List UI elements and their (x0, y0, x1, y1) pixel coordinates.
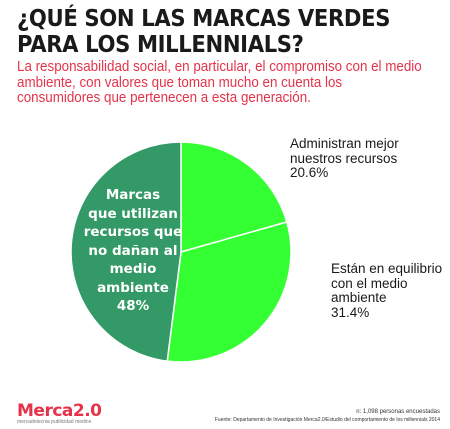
slice-label-line: ambiente (97, 279, 169, 296)
slice-label-line: no dañan al (88, 242, 178, 259)
slice-label-administran: Administran mejor nuestros recursos 20.6… (290, 136, 399, 181)
slice-value-label: 31.4% (331, 304, 370, 320)
slice-label-line: Están en equilibrio (331, 261, 443, 276)
slice-label-line: recursos que (83, 224, 183, 240)
pie-slice-equilibrio (166, 221, 292, 363)
slice-label-line: ambiente (331, 290, 387, 305)
merca-logo: Merca2.0 (17, 401, 102, 421)
source-note: Fuente: Departamento de Investigación Me… (214, 417, 440, 423)
pie-slice-administran (180, 141, 288, 253)
slice-label-marcas: Marcas que utilizan recursos que no daña… (76, 186, 190, 316)
slice-value-label: 48% (116, 298, 150, 314)
page-title: ¿QUÉ SON LAS MARCAS VERDES PARA LOS MILL… (17, 6, 391, 58)
logo-tagline: mercadotecnia publicidad medios (17, 419, 92, 425)
slice-label-line: nuestros recursos (290, 150, 398, 166)
slice-label-line: con el medio (331, 275, 408, 291)
slice-value-label: 20.6% (290, 165, 329, 180)
slice-label-line: que utilizan (88, 205, 178, 222)
slice-label-line: Marcas (105, 187, 161, 203)
pie-slice-marcas (70, 141, 182, 362)
slice-label-line: Administran mejor (290, 136, 399, 151)
slice-label-line: medio (109, 261, 157, 277)
slice-label-equilibrio: Están en equilibrio con el medio ambient… (331, 261, 443, 320)
sample-note: n: 1,098 personas encuestadas (356, 409, 440, 415)
page-subtitle: La responsabilidad social, en particular… (17, 59, 422, 106)
